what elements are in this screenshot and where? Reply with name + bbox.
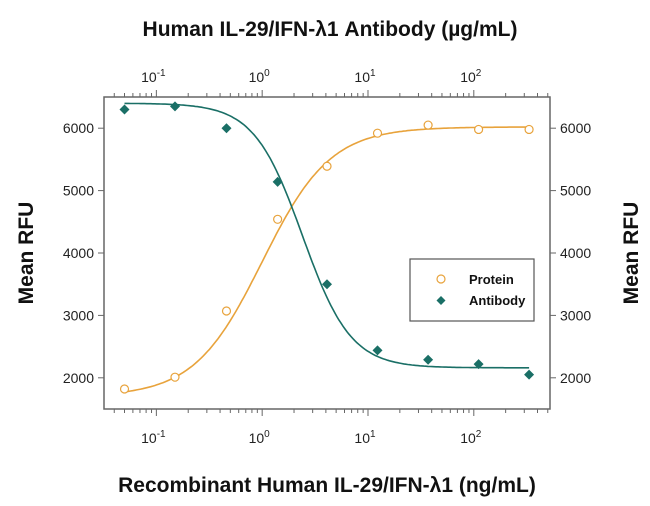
data-point-protein — [524, 124, 534, 135]
y-tick-label-left: 2000 — [63, 370, 94, 386]
legend-label-protein: Protein — [469, 272, 514, 287]
data-point-antibody — [221, 123, 232, 134]
y-tick-label-left: 3000 — [63, 307, 94, 323]
x-axis-label: Recombinant Human IL-29/IFN-λ1 (ng/mL) — [118, 474, 536, 497]
y-tick-label-left: 5000 — [63, 183, 94, 199]
y-tick-label-right: 2000 — [560, 370, 591, 386]
chart-title: Human IL-29/IFN-λ1 Antibody (µg/mL) — [143, 18, 518, 41]
x-tick-label-bottom: 100 — [249, 429, 271, 446]
data-point-protein — [221, 306, 232, 316]
data-point-protein — [273, 214, 283, 224]
x-tick-label-bottom: 102 — [460, 429, 482, 446]
data-point-antibody — [272, 176, 283, 187]
fit-curve-antibody — [124, 102, 530, 369]
data-point-antibody — [372, 345, 383, 356]
data-point-protein — [322, 161, 332, 171]
data-point-protein — [423, 120, 433, 130]
y-tick-label-right: 3000 — [560, 307, 591, 323]
y-tick-label-left: 4000 — [63, 245, 94, 261]
data-point-antibody — [119, 104, 130, 115]
y-axis-label-right: Mean RFU — [620, 202, 643, 305]
x-tick-label-bottom: 10-1 — [141, 429, 166, 446]
x-tick-label-top: 101 — [354, 68, 376, 85]
data-point-antibody — [473, 359, 484, 370]
y-tick-label-right: 6000 — [560, 120, 591, 136]
y-tick-label-right: 4000 — [560, 245, 591, 261]
x-tick-label-top: 10-1 — [141, 68, 166, 85]
plot-frame — [103, 96, 551, 410]
x-tick-label-bottom: 101 — [354, 429, 376, 446]
y-axis-label-left: Mean RFU — [15, 202, 38, 305]
data-point-antibody — [322, 279, 333, 290]
y-tick-label-right: 5000 — [560, 183, 591, 199]
data-point-antibody — [423, 354, 434, 365]
x-tick-label-top: 102 — [460, 68, 482, 85]
legend: Protein Antibody — [409, 258, 535, 322]
data-point-protein — [119, 384, 130, 394]
legend-marker-protein — [436, 274, 446, 284]
data-point-protein — [170, 372, 180, 382]
x-tick-label-top: 100 — [249, 68, 271, 85]
legend-marker-antibody — [436, 296, 446, 305]
y-tick-label-left: 6000 — [63, 120, 94, 136]
data-point-protein — [473, 124, 484, 135]
data-point-protein — [372, 128, 383, 138]
legend-label-antibody: Antibody — [469, 293, 526, 308]
data-point-antibody — [169, 101, 180, 112]
data-point-antibody — [524, 369, 535, 380]
